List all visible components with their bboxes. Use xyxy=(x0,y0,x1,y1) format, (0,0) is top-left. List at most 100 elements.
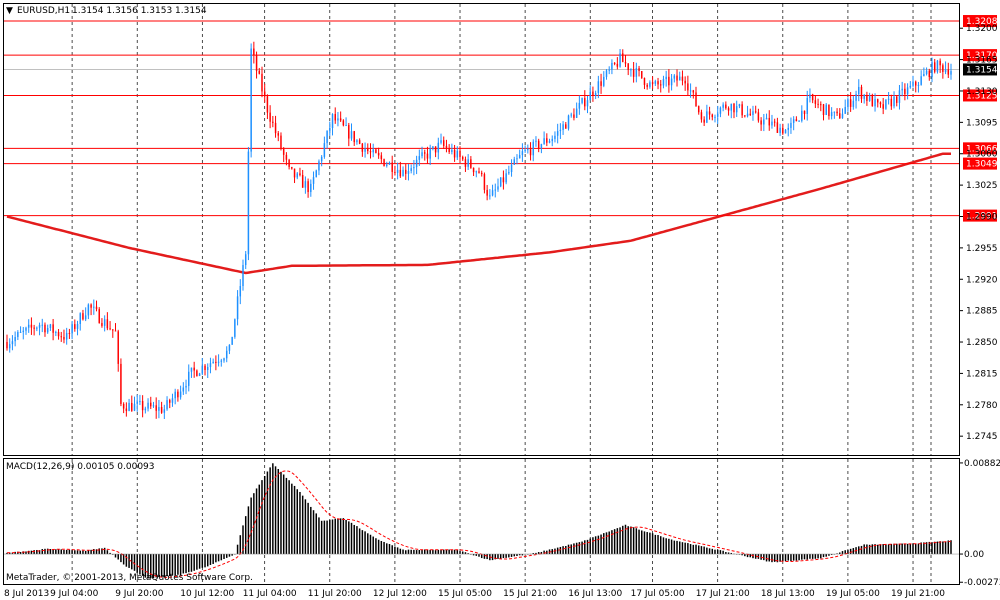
macd-bar xyxy=(839,552,841,555)
candle-body xyxy=(858,86,860,95)
candle xyxy=(508,165,510,175)
candle-body xyxy=(689,90,692,92)
candle xyxy=(396,162,399,180)
macd-layer xyxy=(4,463,959,579)
candle xyxy=(307,178,309,198)
candle xyxy=(236,290,239,326)
macd-bar xyxy=(925,542,928,555)
candle-body xyxy=(269,112,271,122)
candle-body xyxy=(904,88,906,95)
candle xyxy=(906,83,909,100)
macd-bar xyxy=(516,554,518,556)
macd-bar xyxy=(263,475,266,555)
macd-bar xyxy=(74,550,76,555)
candle-body xyxy=(866,94,868,101)
macd-bar xyxy=(144,554,147,578)
candle-body xyxy=(887,98,890,100)
candle-body xyxy=(594,93,597,96)
macd-bar xyxy=(716,549,719,555)
candle-body xyxy=(150,402,152,407)
macd-bar xyxy=(480,554,483,559)
candle xyxy=(760,117,762,131)
macd-bar xyxy=(413,549,415,555)
macd-bar xyxy=(120,554,122,563)
candle xyxy=(499,177,502,188)
macd-bar xyxy=(242,525,244,555)
candle xyxy=(570,112,572,118)
candle xyxy=(14,331,16,347)
candle xyxy=(887,91,890,105)
candle xyxy=(424,149,426,161)
macd-bar xyxy=(589,538,591,555)
price-level-tag xyxy=(963,142,997,155)
macd-bar xyxy=(730,552,733,555)
candle xyxy=(345,117,347,127)
candle-body xyxy=(95,306,98,310)
candle xyxy=(120,358,122,407)
macd-bar xyxy=(727,552,730,555)
candle-body xyxy=(933,62,936,72)
candle xyxy=(914,80,917,93)
candle-body xyxy=(285,154,288,160)
macd-bar xyxy=(858,546,860,555)
candle xyxy=(792,116,795,131)
candle xyxy=(350,123,353,141)
candle xyxy=(304,176,307,194)
candle-body xyxy=(117,331,119,364)
candle xyxy=(440,133,442,145)
macd-bar xyxy=(912,543,914,555)
macd-bar xyxy=(407,549,410,555)
candle-body xyxy=(426,153,429,159)
horizontal-levels-layer[interactable]: 1.3208 1.3170 1.3125 1.3066 1.3049 1.2991 1.31… xyxy=(4,15,998,222)
candle xyxy=(896,95,898,107)
candle xyxy=(809,88,811,103)
candle-body xyxy=(258,70,261,74)
macd-bar xyxy=(820,554,822,559)
candle-body xyxy=(424,152,426,154)
candle-body xyxy=(619,53,621,67)
candle xyxy=(548,138,551,144)
candle-body xyxy=(722,104,724,108)
macd-bar xyxy=(676,540,678,555)
candle-body xyxy=(442,140,445,146)
candle xyxy=(215,355,217,371)
candle xyxy=(282,147,285,163)
macd-bar xyxy=(364,531,366,555)
x-tick-label: 17 Jul 05:00 xyxy=(631,589,685,599)
candle-body xyxy=(624,62,627,64)
candle-body xyxy=(646,84,648,87)
candle-body xyxy=(196,370,198,377)
candle xyxy=(546,133,548,147)
candle xyxy=(638,65,640,77)
candle xyxy=(575,102,578,119)
candle-body xyxy=(917,84,920,86)
candle xyxy=(475,170,478,178)
x-tick-label: 19 Jul 05:00 xyxy=(826,589,880,599)
candle xyxy=(163,404,166,419)
candle-body xyxy=(312,177,315,184)
candle-body xyxy=(185,385,187,388)
macd-bar xyxy=(725,552,727,555)
candle xyxy=(109,321,111,331)
symbol-dropdown-icon[interactable]: ▼ xyxy=(6,6,13,16)
candle-body xyxy=(361,143,364,152)
candle xyxy=(253,41,255,64)
candle xyxy=(291,166,293,170)
macd-bar xyxy=(76,550,79,555)
macd-bar xyxy=(787,554,789,561)
macd-bar xyxy=(836,553,838,555)
candle xyxy=(716,105,719,125)
candle-body xyxy=(326,130,328,144)
macd-bar xyxy=(624,524,627,555)
candle xyxy=(17,330,19,341)
candle-body xyxy=(239,286,242,297)
macd-bar xyxy=(33,550,35,555)
macd-bar xyxy=(575,542,578,555)
macd-bar xyxy=(296,489,298,555)
candle-body xyxy=(293,168,296,178)
candle-body xyxy=(695,92,697,107)
candle-body xyxy=(665,76,667,80)
candle-body xyxy=(244,254,247,266)
candle xyxy=(627,63,629,76)
